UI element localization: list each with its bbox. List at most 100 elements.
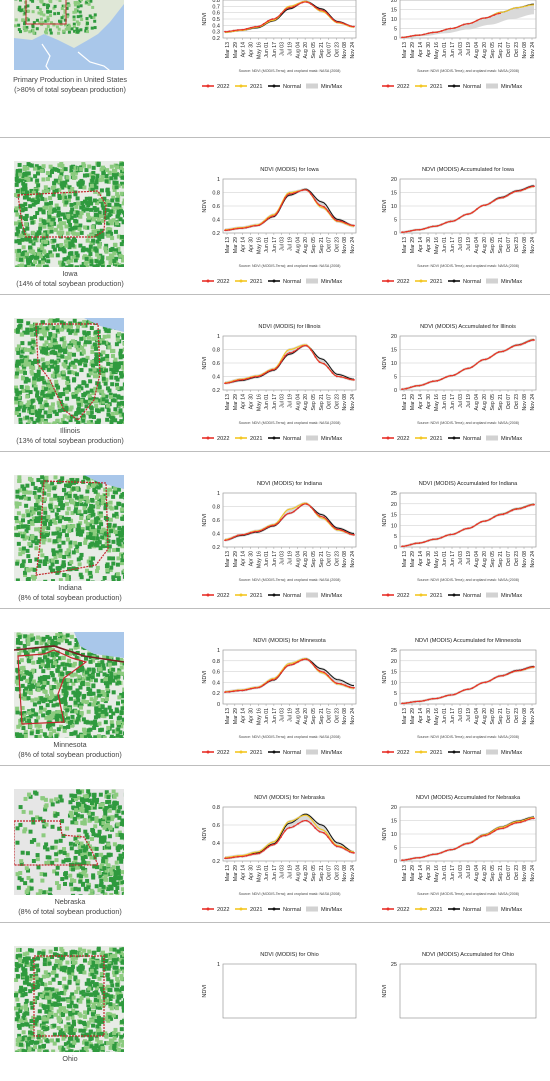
r1-ndvi-xtick-label: Mar 29	[233, 237, 239, 253]
r2-ndvi-point-2022	[246, 378, 248, 380]
r3-ndvi-point-2022	[306, 503, 308, 505]
r3-acc-legend-label-y2022: 2022	[397, 593, 409, 599]
region-share: (8% of total soybean production)	[0, 593, 140, 603]
r1-ndvi-point-2022	[237, 228, 239, 230]
row-separator	[0, 922, 550, 923]
r4-acc-legend-label-y2022: 2022	[397, 750, 409, 756]
r1-acc-point-2022	[472, 212, 474, 214]
row-separator	[0, 451, 550, 452]
r2-ndvi-point-2022	[237, 379, 239, 381]
r0-ndvi-xtick-label: Aug 20	[303, 42, 309, 59]
r0-acc-xtick-label: Jun 17	[450, 42, 456, 58]
r5-acc-point-2022	[502, 827, 504, 829]
r0-acc-legend-label-y2021: 2021	[430, 84, 442, 90]
r3-ndvi-ylabel: NDVI	[202, 513, 208, 527]
region-charts-minnesota: NDVI (MODIS) for Minnesota00.20.40.60.81…	[150, 610, 550, 765]
r0-ndvi-ytick-label: 0.5	[212, 17, 220, 23]
r1-acc-xtick-label: Aug 04	[474, 237, 480, 254]
r3-ndvi-xtick-label: May 16	[256, 551, 262, 568]
r3-acc-xtick-label: Jul 19	[466, 551, 472, 565]
r3-acc-ytick-label: 10	[391, 523, 397, 529]
r5-acc-legend-swatch-minmax	[486, 907, 498, 912]
r2-acc-point-2022	[529, 340, 531, 342]
r2-acc-xtick-label: May 16	[434, 394, 440, 411]
r2-acc-ytick-label: 15	[391, 348, 397, 354]
r3-ndvi-xtick-label: Sep 05	[311, 551, 317, 568]
r5-acc-point-2022	[406, 859, 408, 861]
r1-acc-point-2022	[458, 217, 460, 219]
r2-acc-xtick-label: Sep 21	[498, 394, 504, 411]
r4-ndvi-ylabel: NDVI	[202, 670, 208, 684]
r5-acc-xtick-label: Jun 01	[442, 865, 448, 881]
r0-ndvi-xtick-label: Mar 13	[225, 42, 231, 58]
r1-acc-point-2022	[524, 188, 526, 190]
r5-ndvi-legend-swatch-minmax	[306, 907, 318, 912]
r1-acc-title: NDVI (MODIS) Accumulated for Iowa	[422, 167, 515, 173]
r5-ndvi-point-2022	[250, 854, 252, 856]
r1-ndvi-point-2022	[254, 225, 256, 227]
r2-ndvi-point-2022	[306, 345, 308, 347]
r2-ndvi-ytick-label: 0.6	[212, 361, 220, 367]
r4-ndvi-xtick-label: Jul 03	[280, 708, 286, 722]
r6-ndvi-ytick-label: 1	[217, 962, 220, 968]
r3-ndvi-point-2022	[293, 511, 295, 513]
r5-ndvi-point-2022	[271, 844, 273, 846]
r3-acc-ytick-label: 0	[394, 545, 397, 551]
r4-acc-xtick-label: Oct 07	[506, 708, 512, 723]
r1-acc-point-2022	[533, 185, 535, 187]
r4-acc-xtick-label: Jun 17	[450, 708, 456, 724]
r3-acc-point-2022	[423, 541, 425, 543]
r2-acc-point-2022	[472, 366, 474, 368]
r5-ndvi-xtick-label: Mar 29	[233, 865, 239, 881]
r0-ndvi-ylabel: NDVI	[202, 12, 208, 26]
r1-acc-point-2022	[511, 192, 513, 194]
r0-acc-legend-marker-normal	[453, 85, 456, 88]
r2-ndvi-point-2022	[293, 351, 295, 353]
r4-ndvi-xtick-label: Jul 19	[288, 708, 294, 722]
r2-ndvi-point-2022	[327, 367, 329, 369]
region-share: (13% of total soybean production)	[0, 436, 140, 446]
r2-acc-point-2022	[419, 385, 421, 387]
r1-ndvi-point-2022	[246, 227, 248, 229]
r4-acc-ytick-label: 5	[394, 691, 397, 697]
r2-ndvi-point-2022	[284, 355, 286, 357]
r0-acc-legend-label-normal: Normal	[463, 84, 481, 90]
r4-acc-point-2022	[489, 680, 491, 682]
r0-acc-xtick-label: Oct 07	[506, 42, 512, 57]
r4-acc-point-2022	[428, 699, 430, 701]
r6-ndvi-title: NDVI (MODIS) for Ohio	[260, 952, 318, 958]
r0-ndvi-xtick-label: Jul 03	[280, 42, 286, 56]
r2-ndvi-xtick-label: Jun 17	[272, 394, 278, 410]
r0-ndvi-legend-marker-y2021	[240, 85, 243, 88]
r1-acc-point-2022	[436, 225, 438, 227]
r1-acc-legend-label-minmax: Min/Max	[501, 279, 522, 285]
r4-ndvi-source-note: Source: NDVI (MODIS-Terra); and cropland…	[239, 735, 341, 739]
r2-acc-point-2022	[450, 375, 452, 377]
r3-acc-point-2022	[467, 528, 469, 530]
r3-acc-legend-marker-y2022	[387, 594, 390, 597]
r0-ndvi-point-2022	[224, 31, 226, 33]
r1-ndvi-point-2022	[289, 193, 291, 195]
r5-acc-xtick-label: Mar 29	[410, 865, 416, 881]
r4-acc-point-2022	[467, 688, 469, 690]
r0-ndvi-point-2022	[263, 23, 265, 25]
r1-acc-legend-swatch-minmax	[486, 279, 498, 284]
r0-acc-xtick-label: Apr 14	[418, 42, 424, 57]
r3-acc-xtick-label: Mar 13	[402, 551, 408, 567]
r3-acc-title: NDVI (MODIS) Accumulated for Indiana	[419, 481, 518, 487]
r1-acc-xtick-label: Nov 24	[530, 237, 536, 254]
r4-acc-point-2022	[498, 675, 500, 677]
r5-acc-xtick-label: Jul 03	[458, 865, 464, 879]
r0-ndvi-point-2022	[306, 1, 308, 3]
r4-acc-xtick-label: Apr 14	[418, 708, 424, 723]
r4-ndvi-legend-label-normal: Normal	[283, 750, 301, 756]
r4-acc-legend-swatch-minmax	[486, 750, 498, 755]
r1-ndvi-xtick-label: Sep 21	[319, 237, 325, 254]
r0-ndvi-point-2022	[319, 9, 321, 11]
r0-acc-legend-label-minmax: Min/Max	[501, 84, 522, 90]
r0-ndvi-legend-label-minmax: Min/Max	[321, 84, 342, 90]
r5-acc-xtick-label: Sep 21	[498, 865, 504, 882]
r5-acc-point-2022	[498, 828, 500, 830]
r5-ndvi-point-2022	[349, 851, 351, 853]
r4-ndvi-xtick-label: Nov 24	[350, 708, 356, 725]
